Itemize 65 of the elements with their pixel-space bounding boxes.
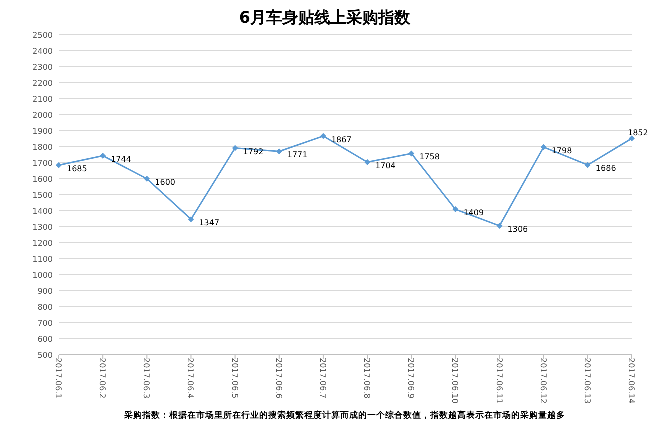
x-tick-label: 2017.06.6 [274,358,284,399]
data-label: 1409 [464,208,484,218]
y-tick-label: 2500 [32,31,53,40]
y-tick-label: 800 [38,303,53,312]
x-tick-label: 2017.06.1 [54,358,63,399]
x-tick-label: 2017.06.4 [186,358,196,399]
text: 采购指数：根据在市场里所在行业的搜索频繁程度计算而成的一个综合数值，指数越高表示在市场的采购量越多 [124,410,566,421]
data-label: 1704 [376,161,396,170]
y-tick-label: 1400 [32,207,53,216]
point [56,162,62,168]
data-label: 1792 [243,147,264,156]
point [320,133,326,140]
data-label: 1771 [287,150,308,160]
y-tick-label: 700 [38,319,53,328]
y-tick-label: 1800 [32,143,53,152]
y-tick-label: 600 [38,335,53,344]
x-tick-label: 2017.06.7 [318,358,328,399]
y-tick-label: 2200 [32,79,53,88]
x-tick-label: 2017.06.5 [230,358,240,399]
point [452,206,459,213]
y-tick-label: 2100 [32,95,53,104]
y-tick-label: 2000 [32,111,53,120]
y-tick-label: 900 [38,287,53,296]
point [144,176,150,182]
data-label: 1852 [628,128,648,138]
data-label: 1867 [331,135,352,144]
y-tick-label: 1300 [32,223,53,232]
point [232,145,238,152]
y-tick-label: 2400 [32,47,53,56]
x-tick-label: 2017.06.14 [627,358,636,404]
y-tick-label: 2300 [32,63,53,72]
data-label: 1347 [199,218,220,228]
point [276,148,282,155]
data-label: 1758 [420,152,440,162]
chart-title: 6月车身贴线上采购指数 [239,8,412,27]
point [364,159,371,166]
y-tick-label: 1200 [32,239,53,248]
x-tick-label: 2017.06.10 [450,358,460,404]
y-tick-label: 1900 [32,127,53,136]
data-label: 1686 [596,164,616,174]
x-tick-label: 2017.06.2 [98,358,108,399]
x-tick-label: 2017.06.12 [538,358,548,404]
point [584,162,591,168]
x-tick-label: 2017.06.8 [362,358,372,399]
point [408,150,415,157]
x-tick-label: 2017.06.11 [494,358,504,404]
x-tick-label: 2017.06.13 [582,358,592,404]
y-tick-label: 1600 [32,175,53,184]
y-tick-label: 1500 [32,191,53,200]
y-tick-label: 1700 [32,159,53,168]
point [188,216,194,222]
data-label: 1600 [155,178,176,187]
point [629,136,635,142]
point [496,223,503,230]
y-tick-label: 1100 [32,255,53,264]
point [540,144,547,150]
data-label: 1685 [67,164,88,174]
data-label: 1744 [111,154,132,164]
y-tick-label: 1000 [32,271,53,280]
x-tick-label: 2017.06.3 [142,358,152,399]
data-label: 1798 [552,146,572,156]
x-tick-label: 2017.06.9 [406,358,416,399]
y-tick-label: 500 [38,351,53,360]
point [100,152,106,159]
data-label: 1306 [508,225,528,234]
